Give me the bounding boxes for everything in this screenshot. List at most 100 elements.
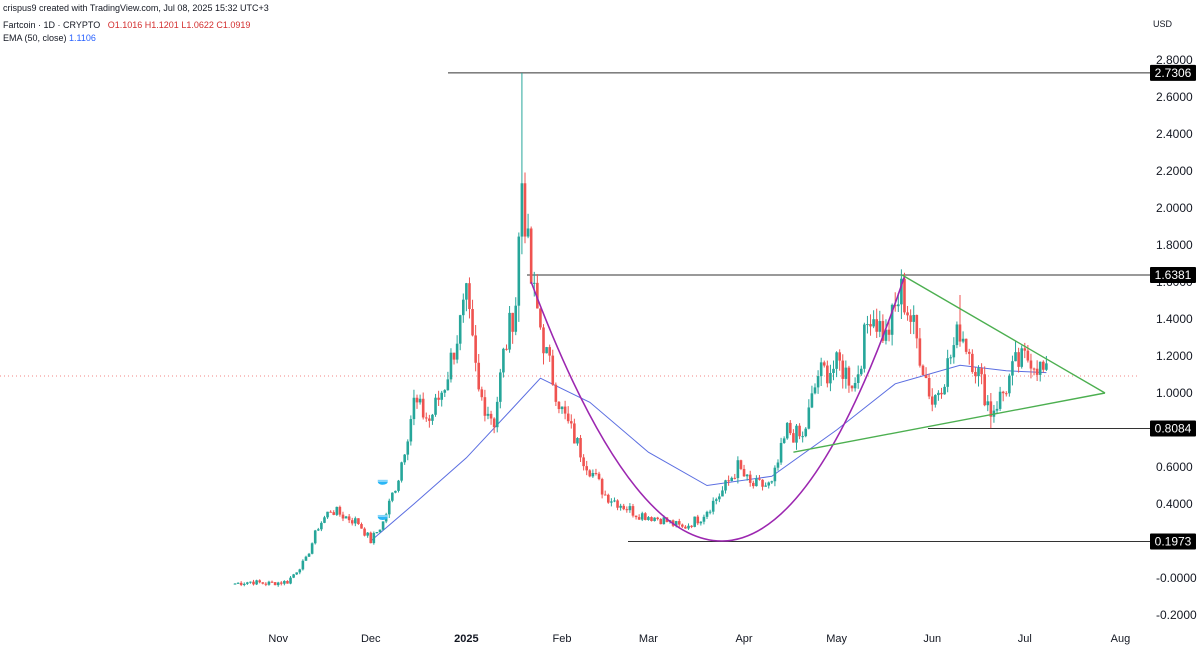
- candle-body: [1020, 348, 1024, 367]
- candle-body: [937, 392, 940, 396]
- candle-body: [517, 236, 521, 306]
- candle-body: [986, 401, 990, 406]
- candle-body: [967, 351, 971, 354]
- candle-body: [826, 365, 829, 384]
- candle-body: [276, 582, 280, 586]
- candle-body: [437, 397, 440, 400]
- candle-body: [455, 343, 459, 360]
- price-tick-label: 2.4000: [1156, 127, 1193, 141]
- drawings-layer: [377, 273, 1106, 542]
- candle-body: [813, 387, 817, 394]
- candle-body: [1023, 348, 1027, 351]
- candle-body: [283, 581, 286, 584]
- candle-body: [387, 500, 391, 515]
- price-tick-label: 1.4000: [1156, 312, 1193, 326]
- level-tag: [1150, 64, 1196, 81]
- candle-body: [940, 392, 943, 395]
- candle-body: [499, 372, 502, 402]
- candle-body: [903, 278, 906, 313]
- candle-body: [536, 282, 539, 309]
- time-tick-label: May: [826, 633, 847, 645]
- candle-body: [261, 582, 265, 584]
- candle-body: [662, 517, 666, 525]
- candle-body: [952, 345, 956, 358]
- price-tick-label: 1.2000: [1156, 349, 1193, 363]
- candle-body: [292, 574, 295, 578]
- candle-body: [418, 398, 422, 403]
- candle-body: [863, 324, 866, 369]
- candle-body: [335, 506, 339, 515]
- candle-body: [884, 329, 888, 341]
- candle-body: [995, 408, 999, 411]
- candle-body: [264, 583, 268, 585]
- candle-body: [307, 553, 311, 557]
- candle-body: [711, 500, 715, 512]
- candle-body: [1001, 391, 1005, 394]
- candle-body: [751, 482, 755, 487]
- price-tick-label: 2.6000: [1156, 90, 1193, 104]
- candle-body: [690, 525, 693, 527]
- candle-body: [332, 512, 336, 515]
- candle-body: [381, 521, 385, 530]
- price-tick-label: 2.8000: [1156, 53, 1193, 67]
- candle-body: [847, 367, 851, 386]
- candle-body: [699, 521, 703, 524]
- candle-body: [415, 397, 419, 403]
- signal-marker-top: [377, 514, 388, 517]
- candle-body: [804, 428, 808, 437]
- candle-body: [1004, 393, 1008, 395]
- candle-body: [542, 327, 545, 354]
- candle-body: [603, 494, 607, 496]
- candle-body: [918, 338, 922, 366]
- candle-body: [853, 383, 857, 389]
- candle-body: [767, 482, 771, 486]
- candle-body: [391, 492, 394, 501]
- candle-body: [721, 490, 724, 497]
- candle-body: [539, 308, 542, 328]
- candle-body: [582, 457, 585, 467]
- candles-layer: [233, 72, 1048, 587]
- triangle-upper-line: [901, 273, 1106, 394]
- candle-body: [761, 479, 764, 487]
- candle-body: [298, 569, 302, 573]
- candle-body: [289, 577, 292, 584]
- candle-body: [597, 473, 601, 480]
- candle-body: [357, 518, 360, 525]
- candle-body: [687, 525, 690, 529]
- candle-body: [949, 357, 953, 359]
- candle-body: [344, 516, 348, 519]
- candle-body: [742, 468, 746, 477]
- level-tag: [1150, 420, 1196, 437]
- candle-body: [693, 516, 696, 527]
- time-axis: Nov Dec 2025 Feb Mar Apr May Jun Jul Aug: [268, 633, 1130, 645]
- time-tick-label: Jul: [1018, 633, 1032, 645]
- candle-body: [822, 362, 826, 366]
- candle-body: [850, 385, 854, 389]
- candle-body: [989, 401, 993, 417]
- candle-body: [779, 442, 783, 463]
- candle-body: [532, 282, 536, 284]
- candle-body: [474, 335, 477, 363]
- candle-body: [1035, 368, 1039, 375]
- candle-body: [508, 312, 511, 350]
- candle-body: [323, 517, 326, 523]
- candle-body: [600, 479, 604, 495]
- candle-body: [758, 478, 761, 480]
- candle-body: [520, 183, 524, 237]
- candle-body: [523, 183, 527, 237]
- price-tick-label: 0.6000: [1156, 460, 1193, 474]
- candle-body: [233, 583, 237, 585]
- candle-body: [974, 371, 977, 377]
- ema-layer: [370, 364, 1047, 542]
- candle-body: [971, 353, 974, 372]
- candle-body: [708, 511, 712, 513]
- price-tick-label: 1.8000: [1156, 238, 1193, 252]
- candle-body: [977, 368, 980, 377]
- candle-body: [1011, 361, 1014, 376]
- candle-body: [1041, 361, 1045, 370]
- candle-body: [252, 581, 255, 585]
- candle-body: [557, 401, 561, 410]
- candle-body: [477, 362, 481, 390]
- candle-body: [924, 375, 928, 379]
